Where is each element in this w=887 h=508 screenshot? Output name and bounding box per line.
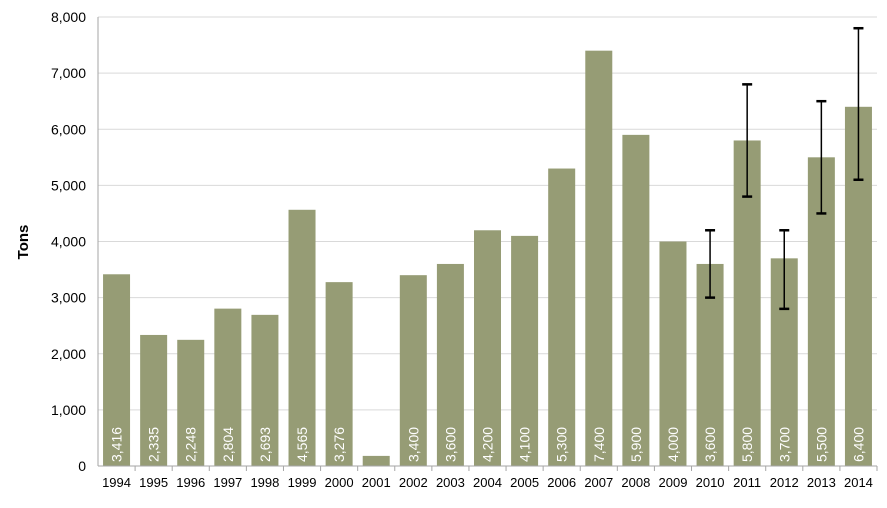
y-tick-label: 6,000 (51, 121, 86, 137)
bar-value-label: 2,693 (257, 427, 273, 462)
bar-value-label: 3,416 (109, 427, 125, 462)
bar-value-label: 4,200 (480, 427, 496, 462)
bar-value-label: 3,400 (405, 427, 421, 462)
y-axis-title: Tons (15, 225, 32, 260)
x-tick-label: 2001 (362, 475, 391, 490)
bar-value-label: 5,300 (554, 427, 570, 462)
x-tick-label: 2013 (807, 475, 836, 490)
y-tick-labels: 0 1,000 2,000 3,000 4,000 5,000 6,000 7,000 8,00… (51, 9, 86, 474)
y-tick-label: 8,000 (51, 9, 86, 25)
x-tick-label: 2012 (770, 475, 799, 490)
y-tick-label: 2,000 (51, 346, 86, 362)
x-tick-label: 2007 (584, 475, 613, 490)
bar-2009 (659, 241, 687, 466)
bar-value-label: 5,900 (628, 427, 644, 462)
bar-value-label: 3,600 (442, 427, 458, 462)
x-tick-label: 2003 (436, 475, 465, 490)
y-tick-label: 1,000 (51, 402, 86, 418)
bar-2004 (474, 230, 501, 466)
bar-value-label: 5,800 (739, 427, 755, 462)
bar-2008 (622, 134, 650, 467)
bar-1997 (214, 308, 242, 466)
x-tick-label: 2014 (844, 475, 873, 490)
bar-value-label: 2,248 (183, 427, 199, 462)
x-tick-label: 1994 (102, 475, 131, 490)
x-tick-label: 2002 (399, 475, 428, 490)
y-tick-label: 4,000 (51, 234, 86, 250)
y-tick-label: 7,000 (51, 65, 86, 81)
bar-value-label: 2,804 (220, 427, 236, 462)
bar-value-label: 6,400 (850, 427, 866, 462)
bar-value-label: 3,700 (776, 427, 792, 462)
y-tick-label: 3,000 (51, 290, 86, 306)
bar-value-labels: 3,416 2,335 2,248 2,804 2,693 4,565 3,276 3,400… (109, 427, 867, 462)
bar-1994 (103, 274, 131, 466)
bar-value-label: 3,600 (702, 427, 718, 462)
bar-value-label: 5,500 (813, 427, 829, 462)
bar-1996 (177, 339, 205, 466)
x-tick-label: 2011 (733, 475, 761, 490)
x-tick-label: 2005 (510, 475, 539, 490)
x-tick-label: 2008 (621, 475, 650, 490)
bar-value-label: 3,276 (331, 427, 347, 462)
x-tick-label: 1999 (288, 475, 317, 490)
bar-1995 (140, 334, 168, 466)
x-tick-labels: 1994 1995 1996 1997 1998 1999 2000 2001 2002 2003… (102, 475, 873, 490)
x-tick-label: 2006 (547, 475, 576, 490)
bar-2002 (399, 275, 427, 466)
x-tick-label: 2010 (696, 475, 725, 490)
x-tick-label: 1995 (139, 475, 168, 490)
bar-value-label: 4,000 (665, 427, 681, 462)
error-bars (705, 26, 864, 311)
bars (103, 50, 872, 467)
x-tick-label: 2000 (325, 475, 354, 490)
y-tick-label: 0 (78, 458, 86, 474)
x-tick-label: 1996 (176, 475, 205, 490)
bar-2007 (585, 50, 613, 467)
x-tick-label: 2009 (659, 475, 688, 490)
x-tick-label: 2004 (473, 475, 502, 490)
x-tick-label: 1998 (250, 475, 279, 490)
bar-1998 (251, 314, 279, 466)
bar-1999 (288, 209, 316, 466)
bar-2001 (362, 455, 390, 466)
bar-2000 (325, 282, 353, 466)
axes (97, 17, 878, 471)
x-tick-label: 1997 (213, 475, 242, 490)
bar-value-label: 4,100 (517, 427, 533, 462)
bar-2003 (436, 263, 464, 466)
bar-2005 (511, 235, 539, 466)
y-tick-label: 5,000 (51, 177, 86, 193)
bar-value-label: 7,400 (591, 427, 607, 462)
bar-2006 (548, 168, 576, 466)
bar-value-label: 2,335 (146, 427, 162, 462)
bar-value-label: 4,565 (294, 427, 310, 462)
